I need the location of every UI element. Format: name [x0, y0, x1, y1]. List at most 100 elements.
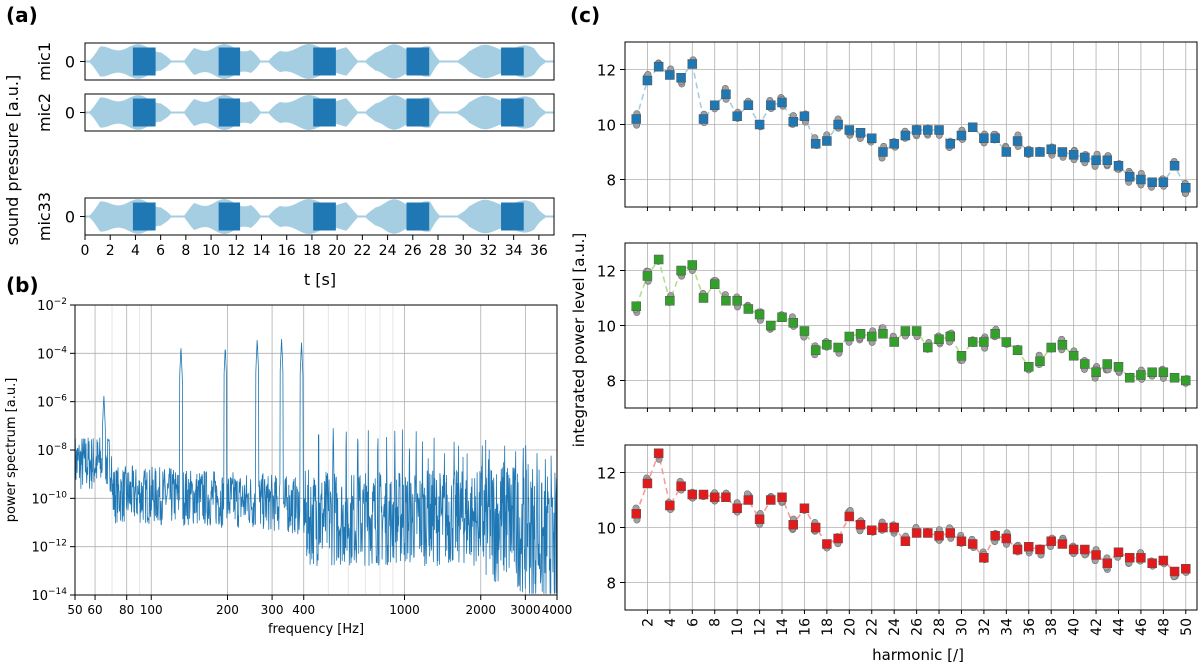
xtick-label: 6: [156, 243, 165, 259]
harmonic-mean-point: [956, 351, 967, 361]
harmonic-panel-mic2: 8 10 12: [597, 242, 1198, 412]
xtick-label: 4: [663, 618, 679, 627]
ytick-label: 10−12: [31, 539, 67, 556]
ytick-label: 10−8: [37, 442, 67, 459]
harmonic-mean-point: [1181, 375, 1191, 386]
panel-frame: [624, 242, 1198, 409]
harmonic-mean-point: [855, 329, 866, 339]
harmonic-mean-point: [878, 147, 888, 157]
channel-label-mic33: mic33: [35, 192, 54, 241]
ytick-label-mic2: 0: [65, 104, 75, 123]
xtick-label: 16: [797, 618, 813, 636]
harmonic-mean-point: [990, 133, 1000, 143]
harmonic-mean-point: [967, 337, 978, 347]
harmonic-mean-point: [1181, 564, 1191, 574]
ytick-label: 10−6: [37, 394, 67, 411]
harmonic-mean-point: [1113, 547, 1124, 557]
harmonic-mean-point: [866, 525, 877, 535]
xtick-label: 34: [505, 243, 523, 259]
harmonic-mean-point: [1091, 155, 1101, 165]
xtick-label: 300: [261, 603, 284, 617]
harmonic-mean-point: [866, 331, 877, 342]
harmonic-mean-point: [934, 531, 944, 541]
harmonic-mean-point: [1035, 356, 1045, 366]
xtick-label: 2: [640, 618, 656, 627]
waveform-loud-segment: [132, 47, 156, 76]
harmonic-mean-point: [1147, 558, 1157, 568]
harmonic-mean-point: [1080, 544, 1090, 555]
harmonic-mean-point: [1024, 362, 1034, 372]
xtick-label: 36: [1022, 618, 1038, 636]
harmonic-mean-point: [1068, 150, 1079, 160]
panel-frame: [624, 444, 1198, 611]
waveform-loud-segment: [406, 98, 430, 127]
harmonic-mean-point: [1046, 342, 1056, 353]
harmonic-mean-point: [844, 511, 855, 522]
harmonic-mean-point: [788, 117, 798, 127]
waveform-loud-segment: [406, 202, 430, 231]
harmonic-mean-point: [1024, 147, 1034, 157]
harmonic-mean-point: [1001, 533, 1012, 544]
harmonic-mean-point: [889, 337, 899, 347]
waveform-loud-segment: [218, 202, 241, 231]
harmonic-mean-point: [799, 503, 810, 513]
harmonic-mean-point: [866, 133, 877, 143]
ytick-label: 8: [606, 575, 616, 593]
channel-label-mic1: mic1: [35, 42, 54, 81]
waveform-loud-segment: [313, 98, 336, 127]
harmonic-mean-point: [979, 133, 989, 143]
harmonic-mean-point: [1068, 544, 1079, 555]
harmonic-mean-point: [911, 125, 922, 135]
harmonic-mean-point: [732, 111, 742, 121]
harmonic-mean-point: [1169, 373, 1180, 383]
xtick-label: 2000: [465, 603, 496, 617]
harmonic-mean-point: [923, 528, 933, 538]
harmonic-mean-point: [687, 489, 698, 500]
harmonic-mean-point: [900, 326, 911, 336]
xtick-label: 10: [202, 243, 220, 259]
harmonic-mean-point: [945, 331, 956, 342]
xtick-label: 24: [887, 618, 903, 636]
harmonic-mean-point: [676, 481, 686, 491]
harmonic-mean-point: [754, 514, 765, 524]
waveform-loud-segment: [132, 202, 156, 231]
xtick-label: 100: [140, 603, 163, 617]
ytick-label: 10: [597, 318, 616, 336]
ytick-label: 8: [606, 373, 616, 391]
waveform-loud-segment: [218, 47, 241, 76]
xtick-label: 14: [253, 243, 271, 259]
harmonic-mean-point: [1091, 367, 1101, 377]
xtick-label: 40: [1067, 618, 1083, 636]
harmonic-mean-point: [1102, 558, 1113, 568]
xtick-label: 60: [87, 603, 102, 617]
harmonic-mean-point: [1169, 161, 1180, 171]
spectrum-line: [74, 338, 558, 594]
xtick-label: 200: [216, 603, 239, 617]
harmonic-mean-point: [766, 320, 776, 331]
ytick-label: 10: [597, 117, 616, 135]
harmonic-mean-point: [1181, 183, 1191, 193]
harmonic-mean-point: [799, 326, 810, 336]
harmonic-mean-point: [1035, 544, 1045, 555]
harmonic-mean-point: [934, 125, 944, 135]
harmonic-mean-point: [721, 296, 731, 306]
panel-a-ylabel: sound pressure [a.u.]: [3, 75, 22, 245]
harmonic-mean-point: [1158, 555, 1169, 566]
xtick-label: 4: [131, 243, 140, 259]
harmonic-mean-point: [1136, 370, 1146, 380]
harmonic-mean-point: [844, 331, 855, 342]
harmonic-mean-point: [676, 265, 686, 276]
waveform-loud-segment: [132, 98, 156, 127]
harmonic-mean-point: [743, 304, 754, 314]
series-line-mic1: [635, 62, 1187, 189]
xtick-label: 12: [753, 618, 769, 636]
harmonic-mean-point: [743, 495, 754, 505]
harmonic-mean-point: [967, 122, 978, 132]
waveform-loud-segment: [501, 98, 524, 127]
xtick-label: 26: [910, 618, 926, 636]
xtick-label: 28: [932, 618, 948, 636]
xtick-label: 6: [685, 618, 701, 627]
harmonic-mean-point: [911, 528, 922, 538]
harmonic-mean-point: [709, 100, 720, 110]
